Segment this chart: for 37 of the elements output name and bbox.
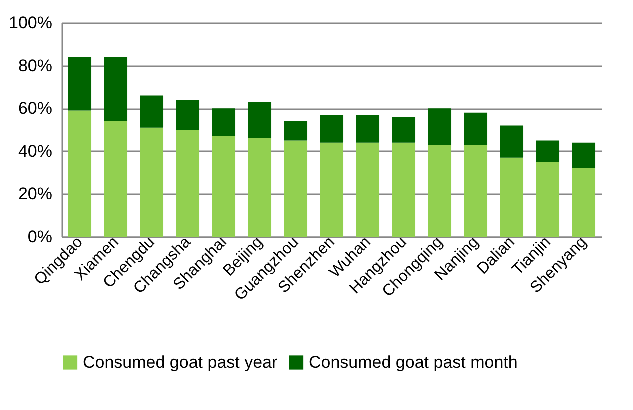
bar bbox=[428, 144, 452, 237]
bar bbox=[536, 162, 560, 237]
bar bbox=[320, 115, 344, 143]
bar bbox=[536, 140, 560, 162]
bar bbox=[104, 121, 128, 237]
bar bbox=[212, 108, 236, 136]
y-tick-label: 80% bbox=[18, 56, 52, 76]
bar bbox=[500, 126, 524, 158]
bar bbox=[572, 142, 596, 169]
bar bbox=[464, 112, 488, 145]
y-tick-label: 60% bbox=[18, 99, 52, 118]
bar bbox=[572, 168, 596, 237]
bar bbox=[248, 138, 272, 237]
y-tick-label: 20% bbox=[18, 184, 52, 204]
bar bbox=[284, 140, 308, 237]
bar bbox=[68, 57, 92, 111]
y-tick-label: 100% bbox=[9, 14, 52, 32]
bar bbox=[140, 96, 164, 128]
bar bbox=[464, 144, 488, 237]
bar bbox=[212, 136, 236, 237]
bar bbox=[392, 117, 416, 143]
bar bbox=[320, 142, 344, 237]
y-tick-label: 40% bbox=[18, 142, 52, 161]
bar bbox=[176, 130, 200, 237]
bar bbox=[68, 110, 92, 237]
bar bbox=[392, 142, 416, 237]
bar bbox=[176, 100, 200, 130]
bar bbox=[356, 115, 380, 143]
bar bbox=[284, 121, 308, 141]
bar bbox=[500, 158, 524, 237]
legend-label: Consumed goat past year bbox=[83, 352, 278, 372]
bar bbox=[248, 102, 272, 139]
bar bbox=[356, 142, 380, 237]
bar bbox=[104, 57, 128, 122]
bar bbox=[428, 108, 452, 145]
legend-label: Consumed goat past month bbox=[309, 352, 518, 372]
bar bbox=[140, 128, 164, 237]
